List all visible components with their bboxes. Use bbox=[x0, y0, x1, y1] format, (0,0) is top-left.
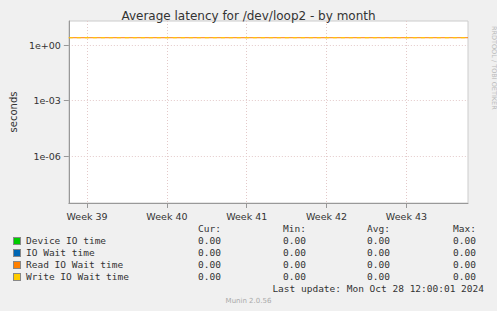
html-text:0.00: 0.00 bbox=[367, 271, 390, 282]
html-text:0.00: 0.00 bbox=[453, 247, 476, 258]
html-text:0.00: 0.00 bbox=[453, 259, 476, 270]
html-text:Device IO time: Device IO time bbox=[26, 235, 107, 246]
svg-text:Week 42: Week 42 bbox=[306, 211, 347, 222]
html-text:IO Wait time: IO Wait time bbox=[26, 247, 95, 258]
svg-text:1e+00: 1e+00 bbox=[29, 40, 61, 51]
html-text:0.00: 0.00 bbox=[198, 271, 221, 282]
html-text:Munin 2.0.56: Munin 2.0.56 bbox=[225, 297, 272, 305]
html-text:0.00: 0.00 bbox=[283, 259, 306, 270]
html-text:RRDTOOL / TOBI OETIKER: RRDTOOL / TOBI OETIKER bbox=[490, 26, 497, 110]
html-text:Avg:: Avg: bbox=[367, 223, 390, 234]
svg-text:Average latency for /dev/loop2: Average latency for /dev/loop2 - by mont… bbox=[121, 9, 375, 23]
svg-text:Week 40: Week 40 bbox=[146, 211, 187, 222]
html-text:Cur:: Cur: bbox=[198, 223, 221, 234]
html-text:0.00: 0.00 bbox=[283, 247, 306, 258]
html-text:0.00: 0.00 bbox=[453, 271, 476, 282]
svg-text:seconds: seconds bbox=[8, 92, 19, 133]
html-text:Min:: Min: bbox=[283, 223, 306, 234]
html-text:0.00: 0.00 bbox=[198, 235, 221, 246]
html-text:Read IO Wait time: Read IO Wait time bbox=[26, 259, 124, 270]
html-text:0.00: 0.00 bbox=[283, 235, 306, 246]
html-text:Max:: Max: bbox=[453, 223, 476, 234]
svg-text:Week 43: Week 43 bbox=[386, 211, 427, 222]
html-text:0.00: 0.00 bbox=[367, 235, 390, 246]
svg-text:Week 41: Week 41 bbox=[226, 211, 267, 222]
html-text:0.00: 0.00 bbox=[198, 247, 221, 258]
svg-text:1e-03: 1e-03 bbox=[33, 95, 60, 106]
svg-text:Week 39: Week 39 bbox=[67, 211, 108, 222]
html-text:Write IO Wait time: Write IO Wait time bbox=[26, 271, 129, 282]
html-text:0.00: 0.00 bbox=[367, 247, 390, 258]
html-text:0.00: 0.00 bbox=[283, 271, 306, 282]
html-text:0.00: 0.00 bbox=[453, 235, 476, 246]
svg-text:1e-06: 1e-06 bbox=[33, 151, 60, 162]
html-text:0.00: 0.00 bbox=[198, 259, 221, 270]
html-text:Last update: Mon Oct 28 12:00:: Last update: Mon Oct 28 12:00:01 2024 bbox=[272, 283, 484, 294]
html-text:0.00: 0.00 bbox=[367, 259, 390, 270]
